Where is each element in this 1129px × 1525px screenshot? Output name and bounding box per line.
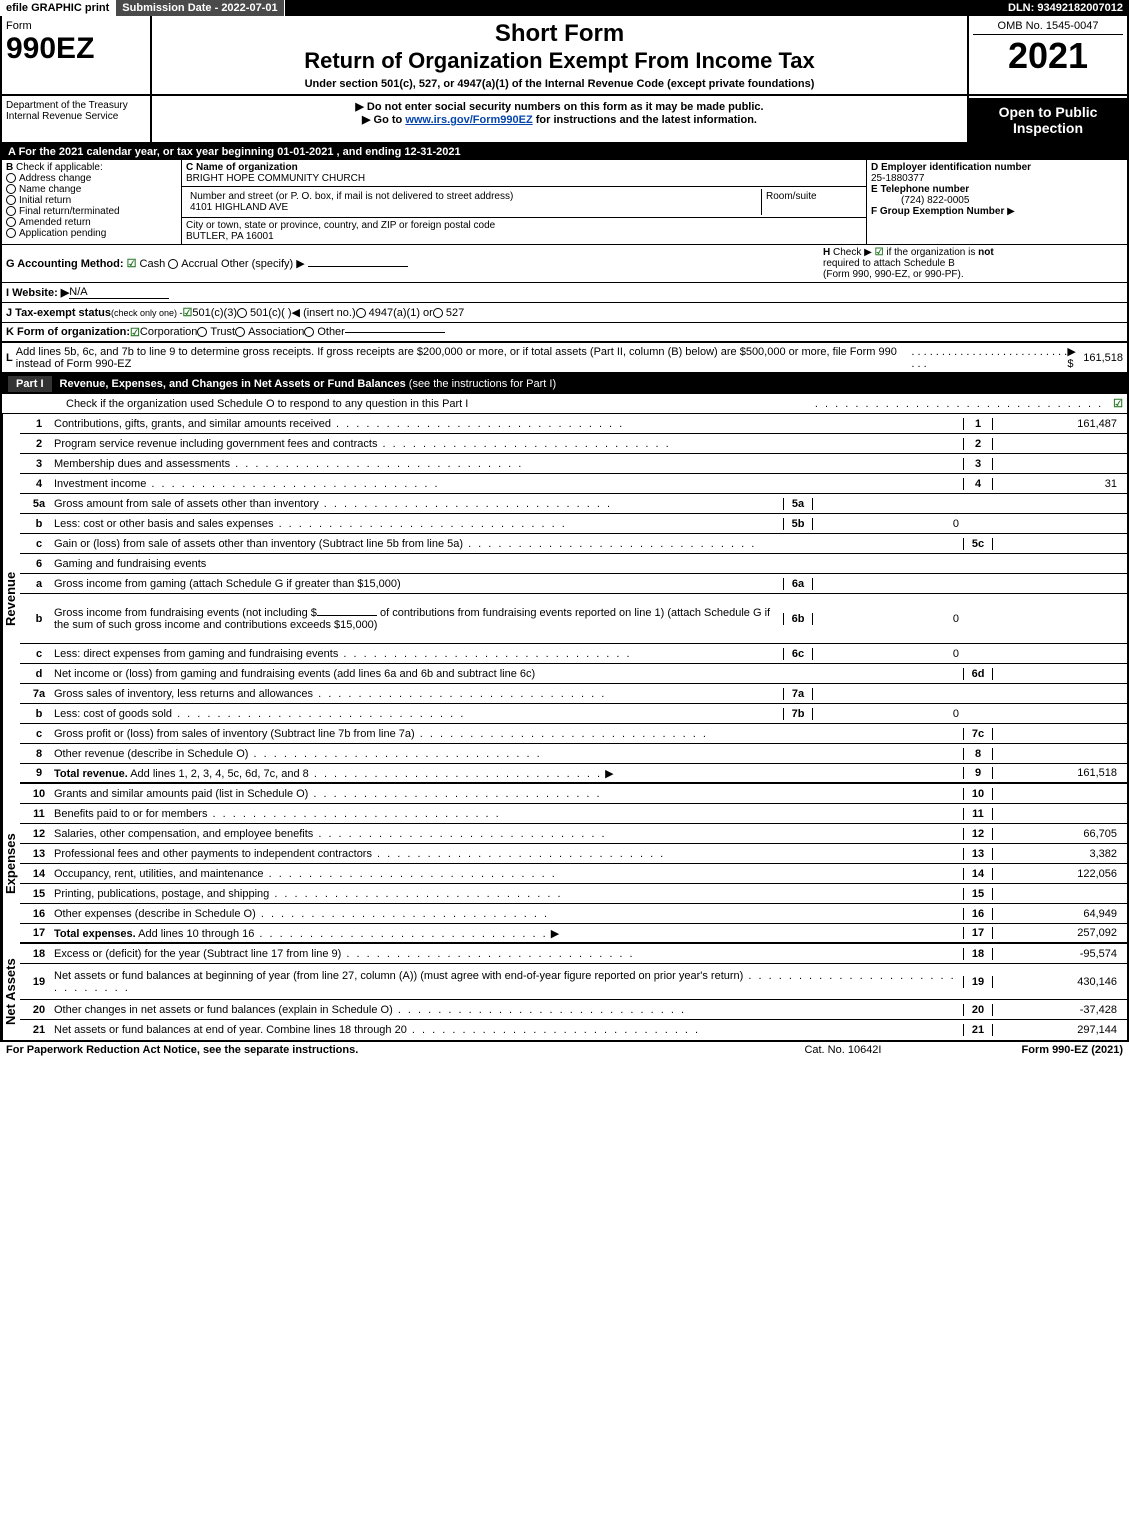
line-21-value: 297,144 xyxy=(993,1024,1123,1036)
omb-number: OMB No. 1545-0047 xyxy=(973,20,1123,35)
checkbox-501c[interactable] xyxy=(237,308,247,318)
line-4-value: 31 xyxy=(993,478,1123,490)
city-state-zip: BUTLER, PA 16001 xyxy=(186,231,274,242)
section-k: K Form of organization: ☑ Corporation Tr… xyxy=(2,323,1127,343)
website-value: N/A xyxy=(69,286,169,299)
section-g-h: G Accounting Method: ☑ Cash Accrual Othe… xyxy=(2,245,1127,283)
dln: DLN: 93492182007012 xyxy=(1002,0,1129,16)
line-5b-value: 0 xyxy=(813,518,963,530)
open-public-cell: Open to Public Inspection xyxy=(967,96,1127,142)
title-cell: Short Form Return of Organization Exempt… xyxy=(152,16,967,94)
form-ref: Form 990-EZ (2021) xyxy=(1022,1044,1124,1056)
checkbox-amended-return[interactable] xyxy=(6,217,16,227)
checkbox-final-return[interactable] xyxy=(6,206,16,216)
part-1-header: Part I Revenue, Expenses, and Changes in… xyxy=(2,374,1127,394)
irs-link[interactable]: www.irs.gov/Form990EZ xyxy=(405,114,532,126)
instructions-cell: ▶ Do not enter social security numbers o… xyxy=(152,96,967,142)
fundraising-amount-input[interactable] xyxy=(317,615,377,616)
checkbox-name-change[interactable] xyxy=(6,184,16,194)
line-13-value: 3,382 xyxy=(993,848,1123,860)
section-a: A For the 2021 calendar year, or tax yea… xyxy=(2,144,1127,160)
submission-date: Submission Date - 2022-07-01 xyxy=(116,0,284,16)
revenue-vertical-label: Revenue xyxy=(2,414,20,784)
check-501c3-icon: ☑ xyxy=(182,306,192,319)
section-b: B Check if applicable: Address change Na… xyxy=(2,160,182,244)
room-suite-label: Room/suite xyxy=(762,189,862,215)
goto-line: ▶ Go to www.irs.gov/Form990EZ for instru… xyxy=(156,113,963,126)
section-i: I Website: ▶N/A xyxy=(2,283,1127,303)
street-address: 4101 HIGHLAND AVE xyxy=(190,202,288,213)
form-label: Form xyxy=(6,20,146,32)
line-16-value: 64,949 xyxy=(993,908,1123,920)
checkbox-trust[interactable] xyxy=(197,327,207,337)
catalog-number: Cat. No. 10642I xyxy=(804,1044,881,1056)
footer: For Paperwork Reduction Act Notice, see … xyxy=(0,1042,1129,1058)
ein: 25-1880377 xyxy=(871,173,924,184)
section-j: J Tax-exempt status (check only one) - ☑… xyxy=(2,303,1127,323)
checkbox-initial-return[interactable] xyxy=(6,195,16,205)
line-12-value: 66,705 xyxy=(993,828,1123,840)
section-d-e-f: D Employer identification number 25-1880… xyxy=(867,160,1127,244)
line-7b-value: 0 xyxy=(813,708,963,720)
line-20-value: -37,428 xyxy=(993,1004,1123,1016)
line-6c-value: 0 xyxy=(813,648,963,660)
org-name-row: C Name of organization BRIGHT HOPE COMMU… xyxy=(182,160,866,187)
dept-treasury: Department of the Treasury xyxy=(6,100,146,111)
efile-print[interactable]: efile GRAPHIC print xyxy=(0,0,116,16)
line-19-value: 430,146 xyxy=(993,976,1123,988)
no-ssn-note: ▶ Do not enter social security numbers o… xyxy=(156,100,963,113)
line-17-value: 257,092 xyxy=(993,927,1123,939)
checkbox-accrual[interactable] xyxy=(168,259,178,269)
paperwork-notice: For Paperwork Reduction Act Notice, see … xyxy=(6,1044,358,1056)
check-h-icon: ☑ xyxy=(875,247,884,258)
checkbox-other-org[interactable] xyxy=(304,327,314,337)
subtitle: Under section 501(c), 527, or 4947(a)(1)… xyxy=(156,78,963,90)
expenses-vertical-label: Expenses xyxy=(2,784,20,944)
part-1-check-row: Check if the organization used Schedule … xyxy=(2,394,1127,414)
topbar: efile GRAPHIC print Submission Date - 20… xyxy=(0,0,1129,16)
checkbox-application-pending[interactable] xyxy=(6,228,16,238)
expenses-section: Expenses 10Grants and similar amounts pa… xyxy=(2,784,1127,944)
sections-b-to-f: B Check if applicable: Address change Na… xyxy=(2,160,1127,245)
other-specify-input[interactable] xyxy=(308,266,408,267)
form-body: Form 990EZ Short Form Return of Organiza… xyxy=(0,16,1129,1042)
net-assets-section: Net Assets 18Excess or (deficit) for the… xyxy=(2,944,1127,1040)
instructions-row: Department of the Treasury Internal Reve… xyxy=(2,96,1127,144)
line-1-value: 161,487 xyxy=(993,418,1123,430)
line-18-value: -95,574 xyxy=(993,948,1123,960)
short-form-title: Short Form xyxy=(156,20,963,48)
form-990ez: 990EZ xyxy=(6,32,146,66)
header-row: Form 990EZ Short Form Return of Organiza… xyxy=(2,16,1127,96)
line-9-value: 161,518 xyxy=(993,767,1123,779)
omb-year-cell: OMB No. 1545-0047 2021 xyxy=(967,16,1127,94)
telephone: (724) 822-0005 xyxy=(871,195,969,206)
part-1-label: Part I xyxy=(8,376,52,392)
checkbox-association[interactable] xyxy=(235,327,245,337)
checkbox-address-change[interactable] xyxy=(6,173,16,183)
net-assets-vertical-label: Net Assets xyxy=(2,944,20,1040)
check-corp-icon: ☑ xyxy=(130,326,140,339)
open-public: Open to Public Inspection xyxy=(969,98,1127,142)
city-row: City or town, state or province, country… xyxy=(182,218,866,244)
section-l: L Add lines 5b, 6c, and 7b to line 9 to … xyxy=(2,343,1127,374)
irs-label: Internal Revenue Service xyxy=(6,111,146,122)
other-org-input[interactable] xyxy=(345,332,445,333)
main-title: Return of Organization Exempt From Incom… xyxy=(156,48,963,74)
dept-cell: Department of the Treasury Internal Reve… xyxy=(2,96,152,142)
check-cash-icon: ☑ xyxy=(127,258,137,270)
checkbox-4947[interactable] xyxy=(356,308,366,318)
section-c: C Name of organization BRIGHT HOPE COMMU… xyxy=(182,160,867,244)
street-row: Number and street (or P. O. box, if mail… xyxy=(182,187,866,218)
revenue-section: Revenue 1Contributions, gifts, grants, a… xyxy=(2,414,1127,784)
form-number-cell: Form 990EZ xyxy=(2,16,152,94)
gross-receipts-value: 161,518 xyxy=(1083,352,1123,364)
org-name: BRIGHT HOPE COMMUNITY CHURCH xyxy=(186,173,365,184)
tax-year: 2021 xyxy=(973,35,1123,77)
line-6b-value: 0 xyxy=(813,613,963,625)
line-14-value: 122,056 xyxy=(993,868,1123,880)
checkbox-527[interactable] xyxy=(433,308,443,318)
check-schedule-o-icon: ☑ xyxy=(1113,397,1123,410)
